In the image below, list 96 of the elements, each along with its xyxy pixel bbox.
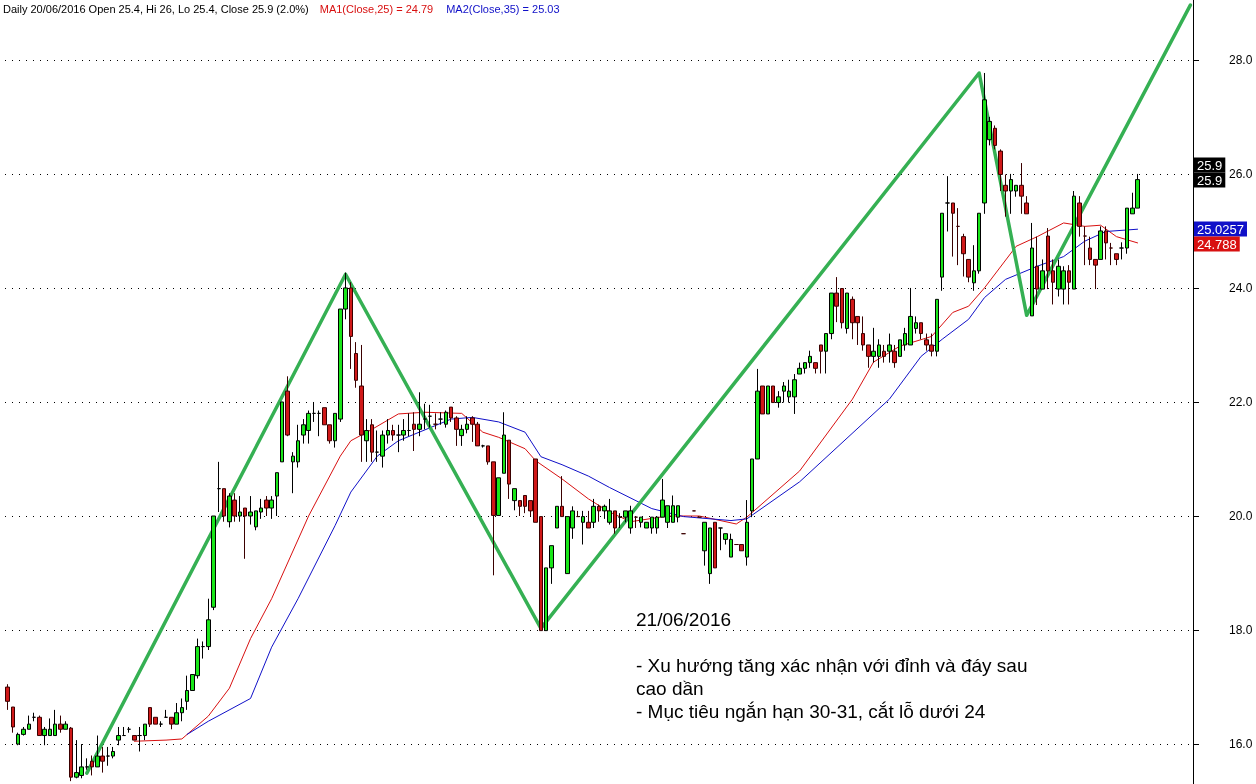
y-tick-label: 18.0: [1229, 623, 1253, 638]
y-tick-label: 16.0: [1229, 737, 1253, 752]
candlestick: [887, 333, 892, 364]
candlestick: [560, 475, 564, 518]
candlestick: [713, 521, 717, 569]
candlestick: [502, 411, 506, 474]
candlestick: [227, 492, 232, 528]
annotation: - Mục tiêu ngắn hạn 30-31, cắt lỗ dưới 24: [636, 701, 986, 722]
candlestick: [37, 715, 42, 737]
candlestick: [597, 504, 601, 523]
line-series: [85, 3, 1193, 775]
candlestick: [5, 683, 10, 711]
y-tick-label: 22.0: [1229, 394, 1253, 409]
candlestick: [718, 527, 723, 551]
candlestick: [1098, 225, 1103, 260]
candlestick: [370, 418, 374, 463]
candlestick: [613, 510, 617, 535]
candlestick: [359, 344, 364, 463]
candlestick: [412, 411, 416, 452]
y-tick-label: 28.0: [1229, 52, 1253, 67]
candlestick: [813, 362, 818, 374]
candlestick: [993, 124, 997, 150]
candlestick: [1024, 195, 1029, 215]
text: 25.0257: [1197, 221, 1244, 237]
text: MA2(Close,35) = 25.03: [446, 2, 560, 15]
candlestick: [169, 716, 174, 730]
candlestick: [591, 498, 596, 529]
candlestick: [391, 424, 395, 442]
candlestick: [771, 385, 775, 404]
candlestick: [496, 477, 501, 516]
candlestick: [349, 281, 353, 370]
candlestick: [892, 344, 897, 369]
candlestick: [1104, 225, 1108, 260]
candlestick: [961, 233, 966, 278]
candlestick: [312, 401, 316, 423]
candlestick: [423, 403, 427, 430]
candlestick: [90, 754, 94, 776]
candlestick: [280, 401, 284, 463]
candlestick: [63, 720, 68, 730]
candlestick: [264, 495, 269, 517]
candlestick: [364, 418, 369, 463]
candlestick: [11, 706, 15, 734]
candlestick: [1035, 236, 1039, 306]
candlestick: [951, 202, 955, 258]
candlestick: [555, 505, 559, 529]
text: 24.788: [1197, 236, 1237, 252]
candlestick: [956, 207, 960, 266]
text: MA1(Close,25) = 24.79: [319, 2, 434, 15]
candlestick: [998, 148, 1003, 192]
candlestick: [1083, 225, 1087, 266]
candlestick: [760, 385, 765, 415]
y-tick-label: 26.0: [1229, 166, 1253, 181]
candlestick: [586, 510, 591, 529]
candlestick: [100, 746, 105, 774]
y-tick-label: 24.0: [1229, 280, 1253, 295]
candlestick: [69, 726, 73, 782]
candlestick: [317, 410, 321, 437]
candlestick: [222, 488, 226, 523]
candlestick: [919, 322, 923, 340]
candlestick: [1114, 253, 1119, 266]
chart-title: Daily 20/06/2016 Open 25.4, Hi 26, Lo 25.4, Close 25.9 (2.0%): [3, 2, 309, 15]
candlestick: [275, 472, 279, 517]
candlestick: [285, 375, 290, 437]
candlestick: [407, 412, 411, 437]
candlestick: [354, 341, 358, 389]
candlestick: [232, 492, 237, 523]
candlestick: [1019, 162, 1024, 215]
candlestick: [966, 258, 971, 283]
candlestick: [243, 507, 247, 560]
candlestick: [739, 544, 744, 552]
candlestick: [1067, 264, 1071, 305]
candlestick: [945, 175, 950, 232]
candlestick: [507, 439, 511, 500]
candlestick: [512, 488, 517, 511]
candlestick: [1109, 242, 1113, 266]
text: 25.9: [1197, 157, 1223, 173]
candlestick: [1003, 173, 1008, 218]
candlestick: [269, 495, 274, 520]
candlestick: [85, 757, 89, 771]
annotation: - Xu hướng tăng xác nhận với đỉnh và đáy sau cao dần: [636, 655, 1033, 699]
candlestick: [217, 461, 221, 513]
candlestick: [845, 292, 849, 335]
candlestick: [433, 412, 438, 430]
candlestick: [882, 344, 886, 364]
candlestick: [745, 499, 749, 567]
candlestick: [58, 715, 63, 734]
candlestick: [428, 404, 432, 429]
annotation: 21/06/2016: [636, 609, 732, 630]
candlestick: [211, 515, 216, 611]
candlestick: [819, 344, 823, 374]
candlestick: [766, 385, 770, 415]
candlestick: [1040, 258, 1045, 290]
text: 25.9: [1197, 172, 1223, 188]
candlestick: [935, 298, 939, 357]
candlestick: [238, 495, 242, 523]
y-tick-label: 20.0: [1229, 509, 1253, 524]
